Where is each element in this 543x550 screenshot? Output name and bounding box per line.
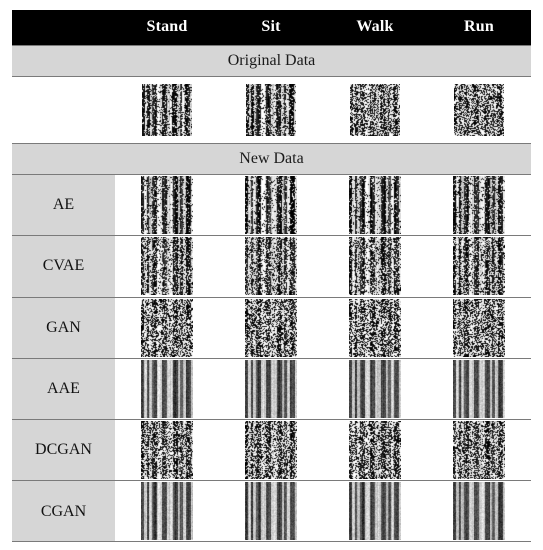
generated-sample-image [245,420,297,479]
generated-sample-image [349,482,401,541]
model-rows: AE CVAE GAN AAE DCGAN CGAN [12,174,531,542]
header-corner [12,10,115,46]
generated-image-cell [115,480,219,542]
model-row: CVAE [12,235,531,298]
generated-image-cell [219,357,323,420]
generated-image-cell [323,174,427,236]
header-row: Stand Sit Walk Run [12,10,531,46]
original-sample-image [454,83,504,136]
generated-image-cell [115,174,219,236]
generated-image-cell [323,357,427,420]
generated-image-cell [323,480,427,542]
generated-image-cell [323,418,427,481]
generated-image-cell [427,480,531,542]
generated-image-cell [427,418,531,481]
generated-sample-image [141,298,193,357]
generated-sample-image [453,482,505,541]
generated-image-cell [219,174,323,236]
model-row: AAE [12,357,531,420]
generated-sample-image [245,298,297,357]
generated-sample-image [349,298,401,357]
generated-sample-image [141,176,193,235]
generated-sample-image [245,359,297,418]
model-label: AE [12,174,115,236]
original-image-cell [219,76,323,144]
model-label: DCGAN [12,418,115,481]
generated-image-cell [323,296,427,359]
column-header-run: Run [427,10,531,46]
comparison-table: Stand Sit Walk Run Original Data New Dat… [12,10,531,542]
generated-sample-image [141,237,193,296]
model-row: DCGAN [12,418,531,481]
generated-sample-image [453,176,505,235]
generated-sample-image [141,482,193,541]
generated-sample-image [245,237,297,296]
generated-sample-image [453,359,505,418]
model-row: GAN [12,296,531,359]
generated-sample-image [453,237,505,296]
generated-image-cell [427,174,531,236]
generated-sample-image [245,176,297,235]
original-image-cell [323,76,427,144]
model-row: CGAN [12,480,531,542]
section-title-original: Original Data [12,44,531,77]
generated-image-cell [115,296,219,359]
generated-sample-image [453,420,505,479]
original-image-cell [115,76,219,144]
original-row-label-empty [12,76,115,144]
generated-image-cell [427,296,531,359]
model-label: AAE [12,357,115,420]
model-label: GAN [12,296,115,359]
section-title-new: New Data [12,142,531,176]
column-header-stand: Stand [115,10,219,46]
model-row: AE [12,174,531,236]
model-label: CGAN [12,480,115,542]
generated-image-cell [219,296,323,359]
generated-sample-image [245,482,297,541]
generated-image-cell [427,235,531,298]
generated-image-cell [219,235,323,298]
column-header-sit: Sit [219,10,323,46]
section-row-original: Original Data [12,44,531,77]
generated-sample-image [141,359,193,418]
section-row-new: New Data [12,142,531,176]
generated-image-cell [115,235,219,298]
column-header-walk: Walk [323,10,427,46]
generated-image-cell [115,418,219,481]
original-image-cell [427,76,531,144]
generated-sample-image [349,359,401,418]
generated-sample-image [453,298,505,357]
original-data-row [12,76,531,144]
generated-image-cell [219,480,323,542]
original-sample-image [350,83,400,136]
generated-image-cell [115,357,219,420]
generated-sample-image [141,420,193,479]
bottom-rule [12,541,531,542]
generated-image-cell [219,418,323,481]
generated-sample-image [349,420,401,479]
model-label: CVAE [12,235,115,298]
original-sample-image [142,83,192,136]
original-sample-image [246,83,296,136]
generated-sample-image [349,237,401,296]
generated-image-cell [323,235,427,298]
generated-sample-image [349,176,401,235]
generated-image-cell [427,357,531,420]
